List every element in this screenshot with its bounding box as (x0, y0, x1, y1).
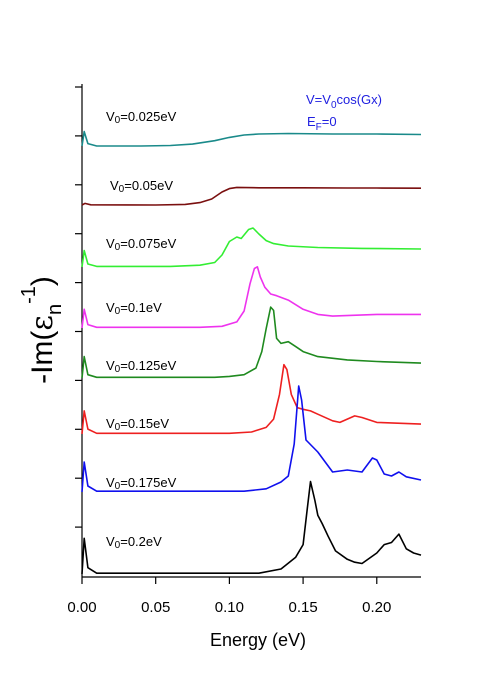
y-axis-label-prefix: -Im( (26, 331, 59, 384)
y-axis-label-suffix: ) (26, 276, 59, 286)
series-line (81, 130, 422, 147)
series-label-sub: 0 (115, 364, 121, 375)
x-tick-label: 0.15 (288, 599, 317, 616)
series-label-b: =0.2eV (120, 534, 162, 549)
series-label-sub: 0 (115, 306, 121, 317)
series-label-a: V (110, 178, 119, 193)
series-label-a: V (106, 534, 115, 549)
series-label-a: V (106, 109, 115, 124)
series-label: V0=0.1eV (106, 300, 162, 317)
series-line (81, 363, 422, 435)
annotation-potential-a: V=V (306, 92, 331, 107)
annotation-potential-b: cos(Gx) (337, 92, 383, 107)
x-axis-label: Energy (eV) (210, 630, 306, 650)
series-label-sub: 0 (119, 184, 125, 195)
svg-text:V=V0cos(Gx): V=V0cos(Gx) (306, 92, 382, 111)
series-label-a: V (106, 300, 115, 315)
series-label-sub: 0 (115, 540, 121, 551)
series-label-b: =0.1eV (120, 300, 162, 315)
x-tick-label: 0.20 (362, 599, 391, 616)
series-line (81, 186, 422, 206)
y-axis-label-epsilon: ε (25, 315, 60, 331)
series-line (81, 306, 422, 379)
y-axis-ticks (75, 86, 82, 528)
y-axis-label-sub: n (44, 304, 66, 315)
series-label-b: =0.15eV (120, 416, 169, 431)
series-line (81, 385, 422, 493)
series-label: V0=0.175eV (106, 475, 177, 492)
series-label-sub: 0 (115, 422, 121, 433)
series-line (81, 266, 421, 329)
series-label-a: V (106, 416, 115, 431)
annotation-fermi-a: E (307, 114, 316, 129)
series-label-b: =0.125eV (120, 358, 176, 373)
series-label-b: =0.025eV (120, 109, 176, 124)
x-axis-ticks: 0.00 0.05 0.10 0.15 0.20 (67, 577, 391, 616)
x-tick-label: 0.05 (141, 599, 170, 616)
series-labels: V0=0.025eVV0=0.05eVV0=0.075eVV0=0.1eVV0=… (106, 109, 177, 551)
series-label-sub: 0 (115, 481, 121, 492)
series-label-b: =0.05eV (124, 178, 173, 193)
svg-text:-Im(εn-1): -Im(εn -1) (18, 276, 66, 384)
series-label-a: V (106, 475, 115, 490)
x-tick-label: 0.10 (215, 599, 244, 616)
series-label-a: V (106, 236, 115, 251)
annotation-fermi-b: =0 (322, 114, 337, 129)
series-label: V0=0.025eV (106, 109, 177, 126)
svg-text:EF=0: EF=0 (307, 114, 337, 133)
y-axis-label-sup: -1 (18, 286, 40, 304)
series-label: V0=0.15eV (106, 416, 169, 433)
series-label: V0=0.125eV (106, 358, 177, 375)
series-lines (81, 130, 422, 575)
annotation-potential-sub: 0 (331, 100, 337, 111)
series-label-b: =0.075eV (120, 236, 176, 251)
series-label-sub: 0 (115, 115, 121, 126)
series-label-a: V (106, 358, 115, 373)
plot-area: 0.00 0.05 0.10 0.15 0.20 V0=0.025eVV0=0.05eV… (67, 84, 422, 616)
series-label-sub: 0 (115, 242, 121, 253)
series-label: V0=0.075eV (106, 236, 177, 253)
series-line (81, 227, 422, 268)
x-tick-label: 0.00 (67, 599, 96, 616)
series-label: V0=0.2eV (106, 534, 162, 551)
annotation-fermi-sub: F (316, 122, 322, 133)
series-label-b: =0.175eV (120, 475, 176, 490)
series-line (81, 480, 422, 575)
annotation-box: V=V0cos(Gx) EF=0 (306, 92, 382, 133)
y-axis-label: -Im(εn -1) (18, 276, 66, 384)
series-label: V0=0.05eV (110, 178, 173, 195)
